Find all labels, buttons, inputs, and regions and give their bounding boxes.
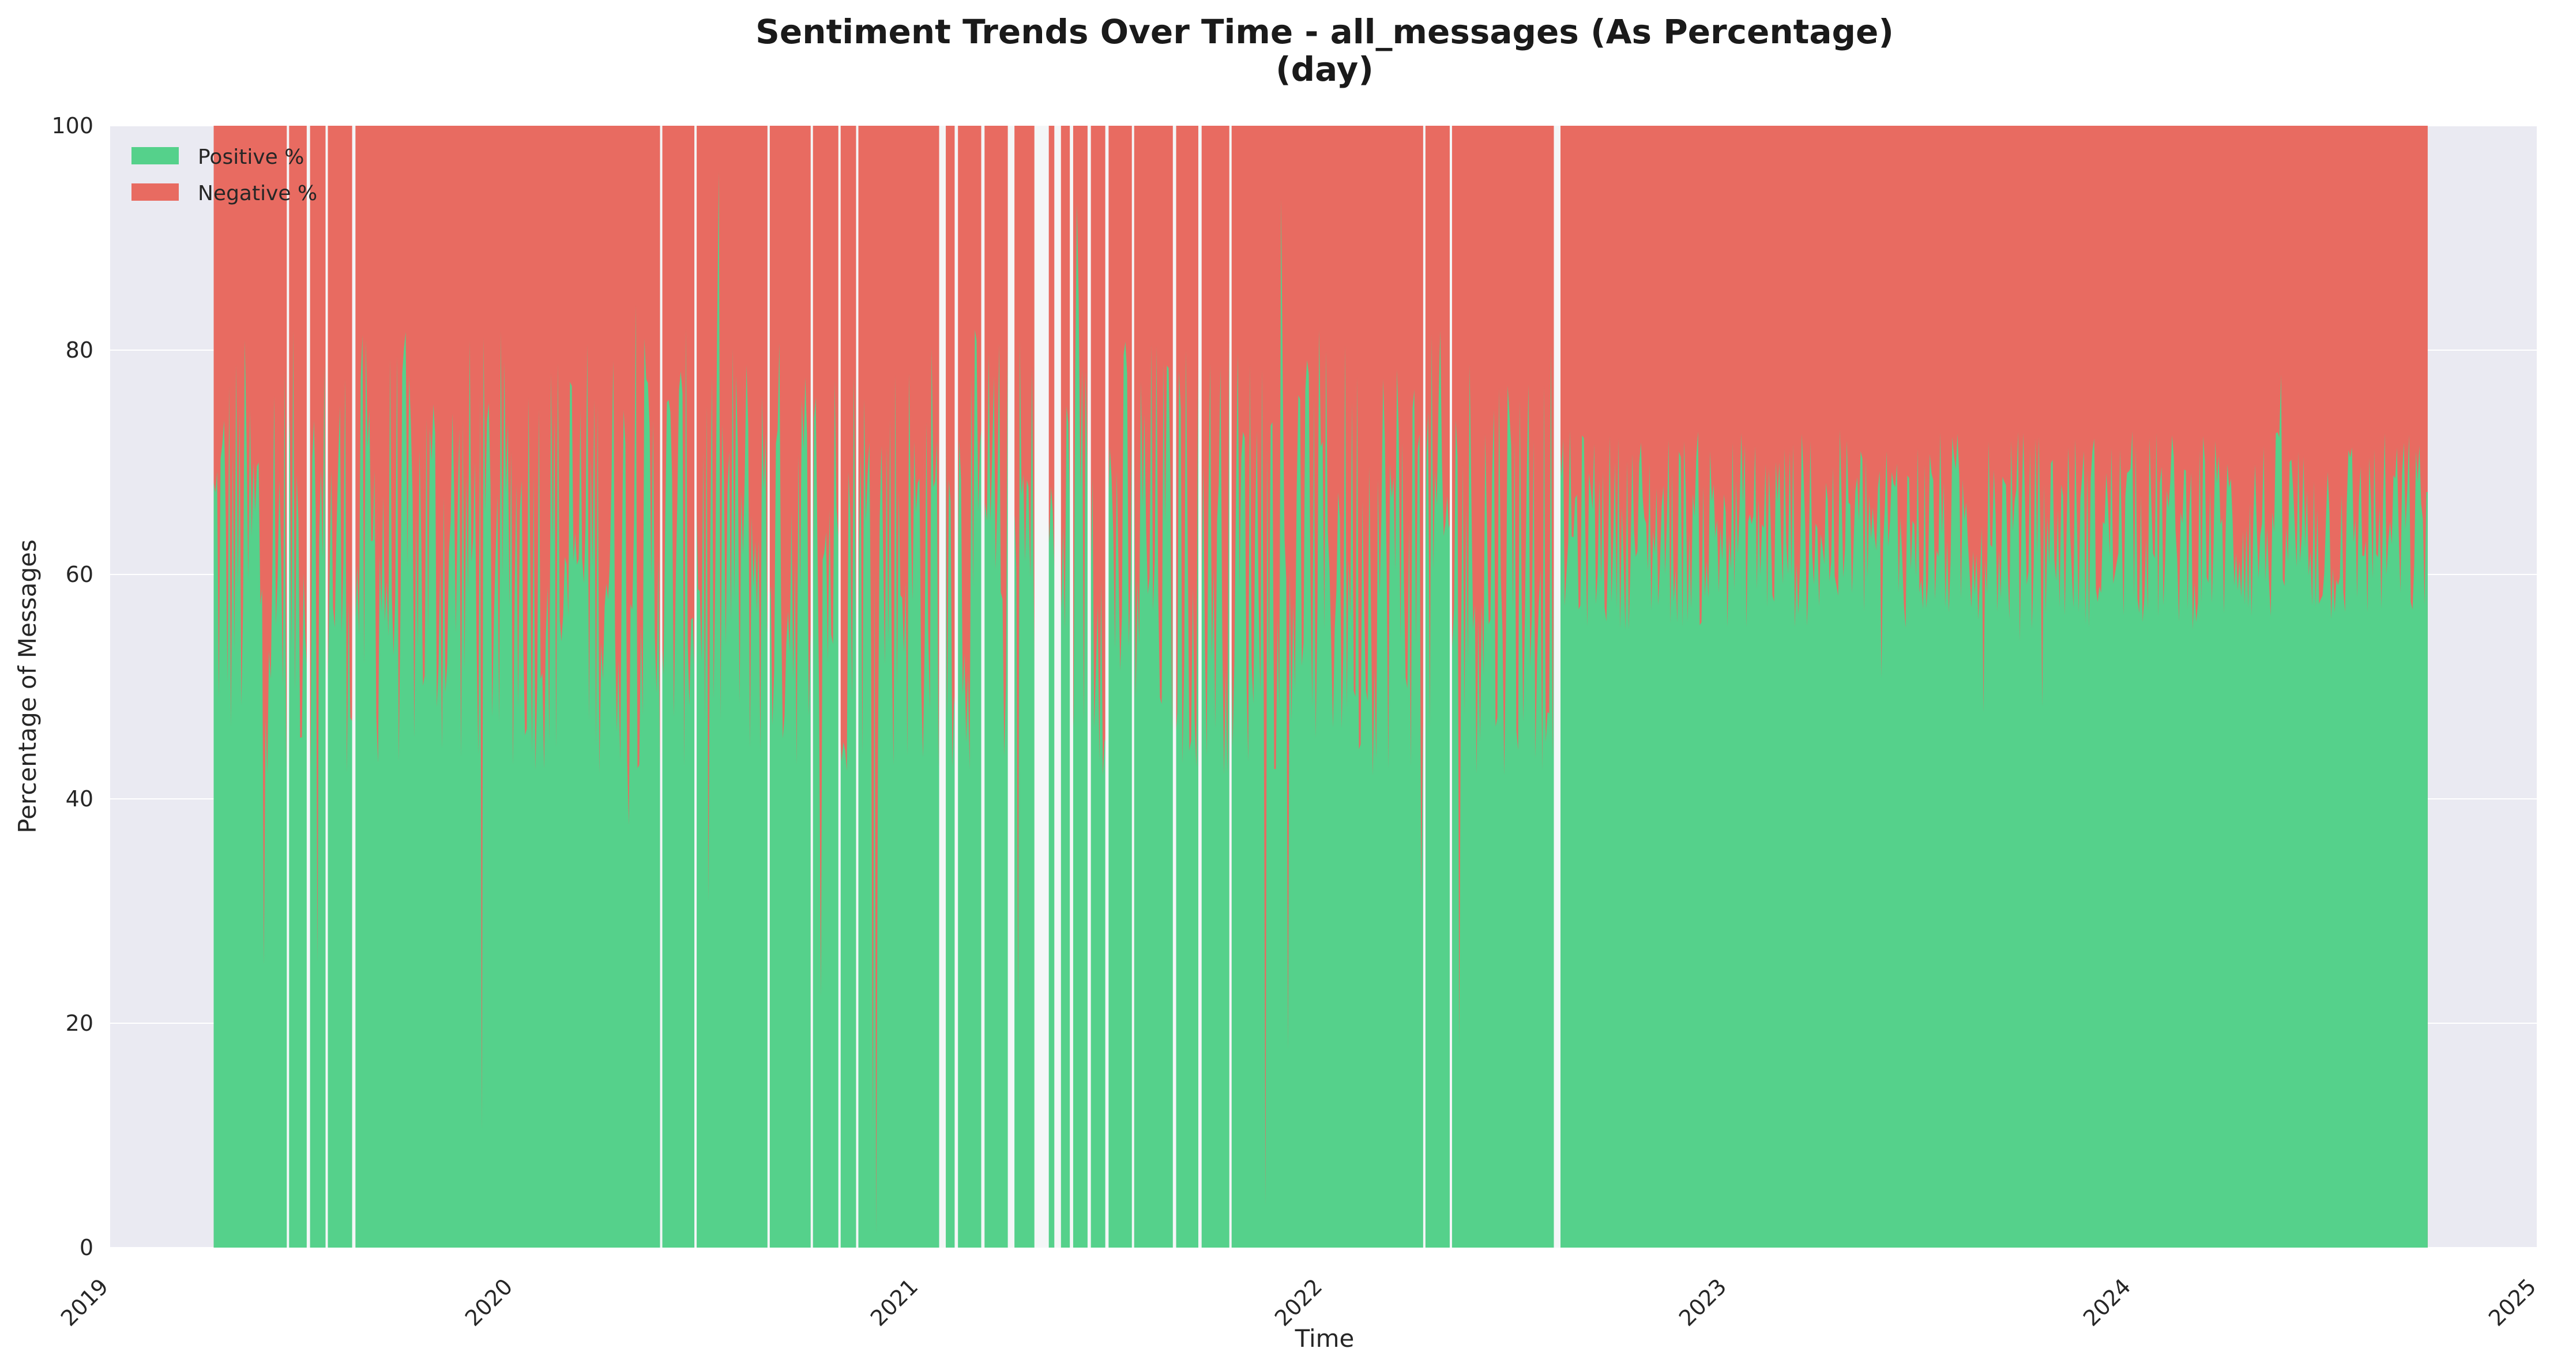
data-gap <box>1172 126 1176 1248</box>
data-gap <box>1034 126 1049 1248</box>
data-gap <box>1554 126 1561 1248</box>
x-tick-label: 2025 <box>2484 1274 2541 1331</box>
y-axis-ticks: 0 20 40 60 80 100 <box>51 113 93 1260</box>
legend-swatch-negative <box>131 183 179 201</box>
legend-label-negative: Negative % <box>198 182 317 205</box>
legend-label-positive: Positive % <box>198 145 304 169</box>
data-gap <box>306 126 310 1248</box>
legend: Positive % Negative % <box>131 145 317 205</box>
data-gap <box>1070 126 1073 1248</box>
y-tick-label: 60 <box>66 562 93 587</box>
legend-swatch-positive <box>131 147 179 164</box>
data-gap <box>1054 126 1061 1248</box>
plot-area <box>109 125 2538 1248</box>
data-gap <box>981 126 985 1248</box>
data-gap <box>954 126 958 1248</box>
x-axis-ticks: 2019 2020 2021 2022 2023 2024 2025 <box>56 1274 2541 1331</box>
data-gap <box>1423 126 1426 1248</box>
data-gaps <box>287 126 1561 1248</box>
data-gap <box>1105 126 1109 1248</box>
chart-title: Sentiment Trends Over Time - all_message… <box>755 12 1894 51</box>
y-tick-label: 40 <box>66 786 93 812</box>
y-axis-label: Percentage of Messages <box>13 539 42 833</box>
y-tick-label: 100 <box>51 113 93 138</box>
data-gap <box>325 126 328 1248</box>
data-gap <box>767 126 770 1248</box>
x-tick-label: 2020 <box>460 1274 518 1331</box>
data-gap <box>810 126 813 1248</box>
x-axis-label: Time <box>1295 1324 1355 1353</box>
x-tick-label: 2021 <box>866 1274 923 1331</box>
data-gap <box>1087 126 1091 1248</box>
x-tick-label: 2019 <box>56 1274 114 1331</box>
data-gap <box>856 126 859 1248</box>
data-bands <box>213 126 2428 1248</box>
x-tick-label: 2023 <box>1674 1274 1732 1331</box>
data-gap <box>660 126 663 1248</box>
data-gap <box>939 126 946 1248</box>
data-gap <box>287 126 289 1248</box>
x-tick-label: 2022 <box>1270 1274 1328 1331</box>
x-tick-label: 2024 <box>2078 1274 2136 1331</box>
y-tick-label: 80 <box>66 337 93 363</box>
data-gap <box>1198 126 1202 1248</box>
data-gap <box>1131 126 1134 1248</box>
y-tick-label: 20 <box>66 1011 93 1036</box>
data-gap <box>1229 126 1232 1248</box>
data-gap <box>1449 126 1452 1248</box>
data-gap <box>1007 126 1015 1248</box>
data-gap <box>694 126 697 1248</box>
data-gap <box>352 126 356 1248</box>
chart-subtitle: (day) <box>1276 50 1374 89</box>
data-gap <box>838 126 841 1248</box>
positive-area <box>213 171 2428 1248</box>
y-tick-label: 0 <box>80 1235 93 1260</box>
